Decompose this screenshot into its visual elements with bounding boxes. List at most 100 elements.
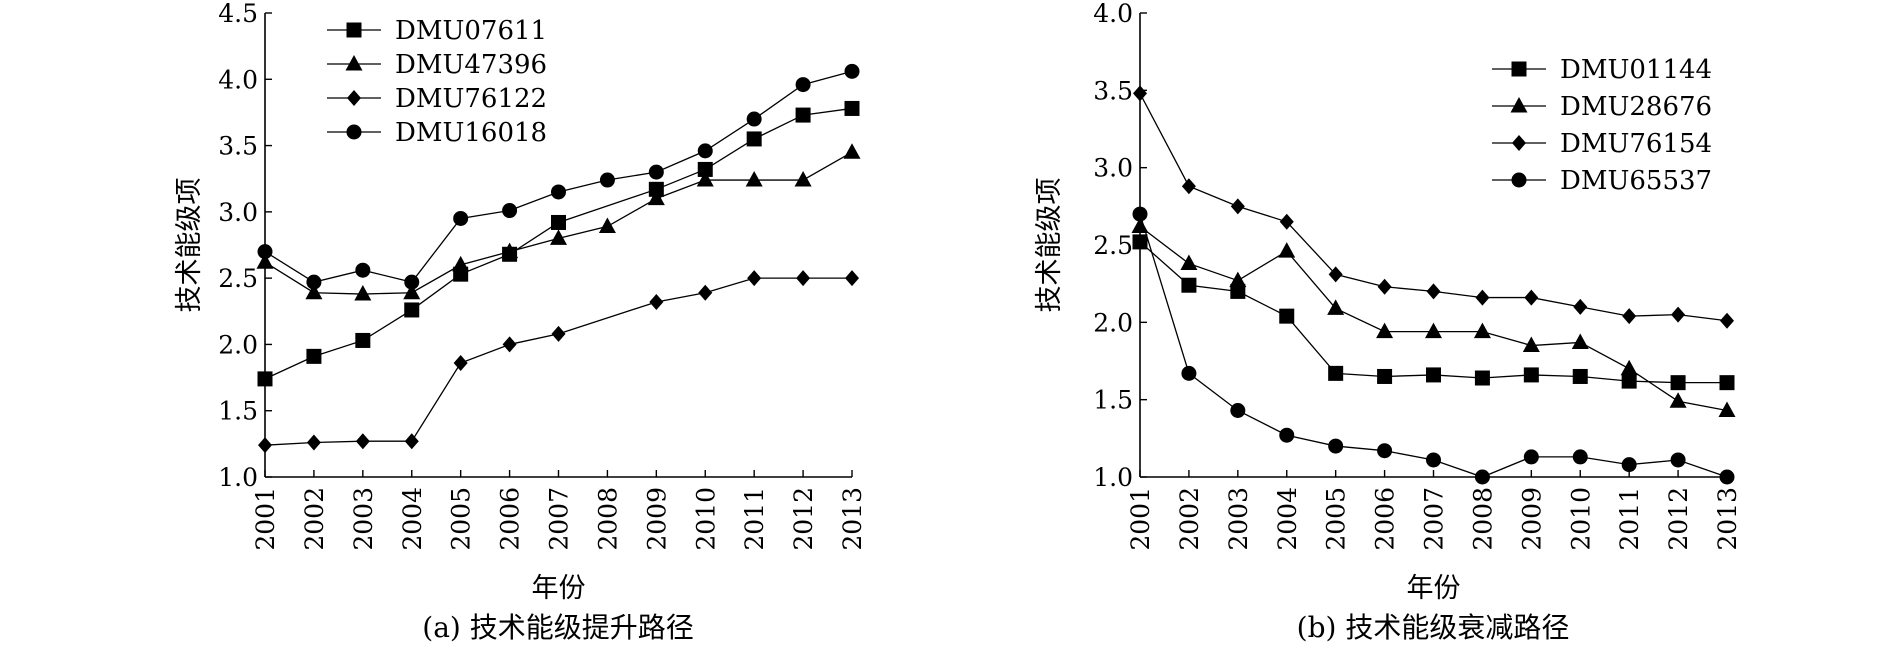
data-point [747, 270, 762, 287]
y-tick-label: 2.0 [1093, 308, 1133, 337]
chart-b: 1.0 1.5 2.0 2.5 3.0 3.5 4.0 2001 2002 2003 2004 200… [1034, 0, 1742, 644]
chart-caption: (b) 技术能级衰减路径 [1297, 611, 1570, 644]
y-tick-label: 4.5 [218, 0, 258, 28]
y-tick-label: 3.5 [218, 132, 258, 161]
x-tick-label: 2009 [1517, 487, 1546, 551]
data-point [844, 100, 860, 116]
data-point [1181, 277, 1197, 293]
legend: DMU07611 DMU47396 DMU76122 DMU16018 [327, 16, 547, 148]
data-point [1573, 298, 1588, 315]
data-point [697, 161, 713, 177]
legend-label: DMU16018 [395, 118, 547, 148]
data-point [1522, 336, 1540, 353]
x-tick-label: 2006 [1371, 487, 1400, 551]
data-point [256, 253, 274, 269]
legend-marker [347, 90, 361, 106]
series-DMU65537 [1132, 206, 1735, 485]
y-tick-label: 3.0 [1093, 154, 1133, 183]
legend-label: DMU76122 [395, 84, 547, 114]
data-point [305, 283, 323, 300]
data-point [1279, 213, 1294, 230]
legend-marker [346, 22, 362, 38]
data-point [1377, 278, 1392, 295]
x-tick-label: 2005 [447, 487, 476, 551]
data-point [551, 214, 566, 230]
data-point [1671, 306, 1686, 323]
data-point [1621, 373, 1637, 389]
data-point [1474, 370, 1490, 386]
x-tick-label: 2010 [1566, 487, 1595, 551]
series-DMU07611 [257, 100, 860, 387]
y-tick-label: 4.0 [1093, 0, 1133, 28]
x-tick-label: 2003 [349, 487, 378, 551]
y-tick-label: 1.0 [1093, 463, 1133, 492]
x-tick-label: 2004 [398, 487, 427, 551]
data-point [551, 325, 566, 342]
data-point [1328, 266, 1343, 283]
series-DMU76154 [1133, 85, 1734, 329]
x-tick-label: 2013 [1713, 487, 1742, 551]
series-line [1139, 213, 1728, 478]
legend-item: DMU28676 [1492, 92, 1712, 122]
data-point [698, 284, 713, 301]
legend-item: DMU07611 [327, 16, 547, 46]
x-axis-title: 年份 [1407, 573, 1461, 604]
data-point [1572, 368, 1588, 384]
data-point [1425, 322, 1442, 339]
data-point [796, 270, 811, 287]
data-point [1133, 85, 1147, 102]
data-point [1181, 365, 1197, 381]
data-point [647, 189, 665, 206]
x-tick-label: 2001 [251, 487, 280, 551]
data-point [795, 77, 811, 93]
data-point [1180, 254, 1198, 271]
data-point [404, 302, 420, 318]
x-tick-label: 2008 [593, 487, 622, 551]
data-point [403, 283, 421, 300]
data-point [843, 143, 861, 159]
data-point [1132, 206, 1148, 222]
data-point [795, 107, 811, 123]
data-point [1669, 392, 1687, 408]
data-point [845, 270, 859, 287]
data-point [1670, 452, 1686, 468]
data-point [1473, 322, 1491, 339]
data-point [598, 217, 616, 233]
y-tick-label: 1.0 [218, 463, 258, 492]
x-tick-label: 2007 [545, 487, 574, 551]
legend-label: DMU47396 [395, 50, 547, 80]
data-point [306, 348, 322, 364]
x-tick-label: 2011 [740, 487, 769, 551]
y-tick-label: 1.5 [218, 397, 258, 426]
data-point [1377, 443, 1393, 459]
data-point [257, 244, 273, 260]
x-tick-label: 2011 [1615, 487, 1644, 551]
data-point [1279, 308, 1295, 324]
data-point [1622, 308, 1637, 325]
x-tick-label: 2009 [642, 487, 671, 551]
data-point [1230, 402, 1246, 418]
chart-caption: (a) 技术能级提升路径 [422, 611, 693, 644]
data-point [354, 285, 372, 301]
data-point [1620, 359, 1638, 376]
legend-marker [1511, 172, 1527, 188]
legend-label: DMU28676 [1560, 92, 1712, 122]
legend-marker [1511, 61, 1527, 77]
legend-item: DMU76154 [1492, 129, 1712, 159]
series-DMU47396 [256, 143, 861, 301]
x-axis-title: 年份 [532, 573, 586, 604]
series-DMU28676 [1131, 217, 1736, 417]
series-line [1139, 241, 1727, 384]
data-point [501, 242, 519, 259]
data-point [746, 111, 762, 127]
data-point [1426, 283, 1441, 300]
y-axis-title: 技术能级项 [1034, 178, 1065, 313]
data-point [502, 336, 517, 353]
legend-label: DMU76154 [1560, 129, 1712, 159]
data-point [1719, 375, 1735, 391]
y-axis-title: 技术能级项 [174, 178, 205, 313]
data-point [599, 172, 615, 188]
x-tick-label: 2004 [1273, 487, 1302, 551]
data-point [1572, 449, 1588, 465]
